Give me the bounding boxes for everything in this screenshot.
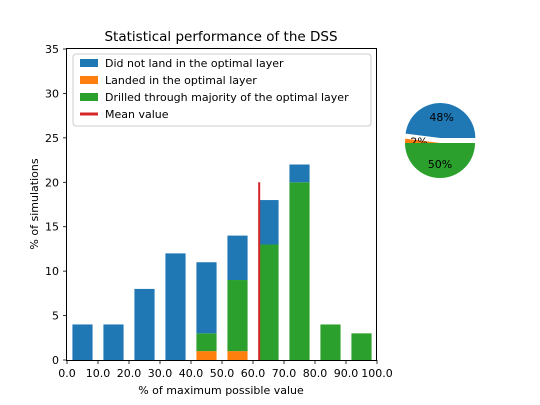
y-tick-label: 10 — [45, 265, 59, 278]
legend-box — [72, 53, 372, 127]
bar-segment-series-2-bin-7 — [289, 164, 310, 183]
bar-segment-series-0-bin-4 — [196, 351, 217, 360]
x-tick-label: 10.0 — [86, 367, 111, 380]
y-axis-ticks: 0 5 10 15 20 25 30 35 — [45, 43, 67, 367]
pie-chart: 48%2%50% — [405, 103, 476, 178]
y-tick-label: 35 — [45, 43, 59, 56]
bar-segment-series-1-bin-7 — [289, 182, 310, 360]
bar-segment-series-2-bin-3 — [165, 253, 186, 360]
bar-segment-series-2-bin-2 — [134, 288, 155, 360]
x-axis-ticks: 0.0 10.0 20.0 30.0 40.0 50.0 60.0 70.0 80.0 90.0 1… — [58, 360, 393, 380]
y-tick-label: 25 — [45, 132, 59, 145]
x-axis-label: % of maximum possible value — [138, 384, 304, 397]
y-tick-label: 0 — [52, 354, 59, 367]
pie-slice-label: 50% — [428, 158, 452, 171]
legend-swatch — [80, 93, 98, 101]
legend-swatch — [80, 59, 98, 67]
legend: Did not land in the optimal layer Landed … — [72, 53, 372, 127]
pie-slice-label: 48% — [429, 111, 453, 124]
legend-swatch — [80, 112, 98, 116]
pie-slice — [405, 143, 475, 178]
pie-slice — [405, 103, 476, 139]
bar-segment-series-1-bin-8 — [320, 324, 341, 360]
bar-segment-series-1-bin-6 — [258, 244, 279, 360]
legend-label: Landed in the optimal layer — [105, 74, 257, 87]
histogram-bars — [72, 164, 372, 360]
x-tick-label: 60.0 — [241, 367, 266, 380]
y-tick-label: 30 — [45, 87, 59, 100]
bar-segment-series-2-bin-6 — [258, 200, 279, 245]
x-tick-label: 90.0 — [334, 367, 359, 380]
legend-label: Mean value — [105, 108, 169, 121]
x-tick-label: 0.0 — [58, 367, 76, 380]
x-tick-label: 30.0 — [148, 367, 173, 380]
chart-title: Statistical performance of the DSS — [104, 29, 337, 45]
y-axis-label: % of simulations — [28, 158, 41, 249]
plot-frame — [66, 48, 377, 361]
bar-segment-series-2-bin-5 — [227, 235, 248, 281]
legend-label: Drilled through majority of the optimal … — [105, 91, 349, 104]
x-tick-label: 100.0 — [361, 367, 393, 380]
y-tick-label: 5 — [52, 310, 59, 323]
x-tick-label: 50.0 — [210, 367, 235, 380]
bar-segment-series-2-bin-0 — [72, 324, 93, 360]
y-tick-label: 15 — [45, 221, 59, 234]
bar-segment-series-1-bin-4 — [196, 333, 217, 352]
legend-label: Did not land in the optimal layer — [105, 57, 284, 70]
bar-segment-series-0-bin-5 — [227, 351, 248, 360]
x-tick-label: 20.0 — [117, 367, 142, 380]
bar-segment-series-1-bin-5 — [227, 280, 248, 352]
bar-segment-series-1-bin-9 — [351, 333, 372, 360]
bar-segment-series-2-bin-4 — [196, 262, 217, 334]
legend-swatch — [80, 76, 98, 84]
x-tick-label: 80.0 — [303, 367, 328, 380]
y-tick-label: 20 — [45, 176, 59, 189]
x-tick-label: 40.0 — [179, 367, 204, 380]
x-tick-label: 70.0 — [272, 367, 297, 380]
pie-slice — [405, 138, 440, 143]
bar-segment-series-2-bin-1 — [103, 324, 124, 360]
